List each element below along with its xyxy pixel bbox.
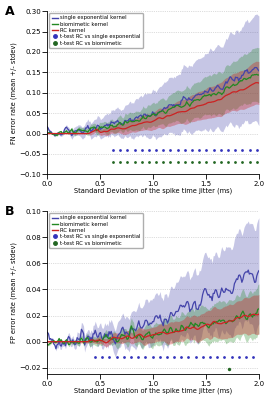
Point — [197, 159, 201, 165]
Point — [100, 354, 104, 360]
Point — [233, 147, 237, 153]
Point — [147, 147, 151, 153]
Point — [118, 147, 122, 153]
Point — [201, 354, 205, 360]
Legend: single exponential kernel, biomimetic kernel, RC kernel, t-test RC vs single exp: single exponential kernel, biomimetic ke… — [49, 13, 143, 48]
Point — [208, 354, 212, 360]
Point — [132, 159, 137, 165]
Point — [125, 147, 130, 153]
Point — [111, 159, 115, 165]
Point — [154, 159, 158, 165]
Point — [168, 159, 173, 165]
Point — [179, 354, 183, 360]
Point — [204, 159, 209, 165]
Point — [114, 354, 119, 360]
Y-axis label: FN error rate (mean +/- stdev): FN error rate (mean +/- stdev) — [10, 42, 17, 144]
Point — [240, 147, 245, 153]
Text: A: A — [5, 5, 15, 18]
Point — [211, 159, 216, 165]
Point — [227, 366, 231, 372]
Point — [204, 147, 209, 153]
Legend: single exponential kernel, biomimetic kernel, RC kernel, t-test RC vs single exp: single exponential kernel, biomimetic ke… — [49, 213, 143, 248]
Point — [140, 159, 144, 165]
Point — [132, 147, 137, 153]
Point — [118, 159, 122, 165]
Point — [233, 159, 237, 165]
Point — [143, 354, 147, 360]
Point — [125, 159, 130, 165]
Point — [161, 147, 166, 153]
Point — [251, 354, 255, 360]
Point — [107, 354, 112, 360]
Point — [183, 159, 187, 165]
Point — [150, 354, 155, 360]
Point — [219, 159, 223, 165]
Point — [240, 159, 245, 165]
Point — [255, 147, 259, 153]
Point — [247, 159, 252, 165]
Point — [194, 354, 198, 360]
Point — [219, 147, 223, 153]
Point — [244, 354, 248, 360]
Point — [183, 147, 187, 153]
Point — [122, 354, 126, 360]
Point — [165, 354, 169, 360]
Point — [154, 147, 158, 153]
Point — [172, 354, 176, 360]
Point — [129, 354, 133, 360]
Point — [176, 147, 180, 153]
Point — [93, 354, 97, 360]
Point — [157, 354, 162, 360]
Point — [215, 354, 220, 360]
X-axis label: Standard Deviation of the spike time jitter (ms): Standard Deviation of the spike time jit… — [74, 188, 232, 194]
Point — [237, 354, 241, 360]
Point — [190, 159, 194, 165]
X-axis label: Standard Deviation of the spike time jitter (ms): Standard Deviation of the spike time jit… — [74, 388, 232, 394]
Point — [247, 147, 252, 153]
Point — [222, 354, 227, 360]
Point — [226, 147, 230, 153]
Point — [186, 354, 191, 360]
Y-axis label: FP error rate (mean +/- stdev): FP error rate (mean +/- stdev) — [10, 242, 17, 343]
Point — [197, 147, 201, 153]
Point — [111, 147, 115, 153]
Point — [226, 159, 230, 165]
Point — [147, 159, 151, 165]
Point — [211, 147, 216, 153]
Point — [176, 159, 180, 165]
Point — [168, 147, 173, 153]
Point — [255, 159, 259, 165]
Point — [161, 159, 166, 165]
Point — [140, 147, 144, 153]
Text: B: B — [5, 205, 15, 218]
Point — [136, 354, 140, 360]
Point — [190, 147, 194, 153]
Point — [230, 354, 234, 360]
